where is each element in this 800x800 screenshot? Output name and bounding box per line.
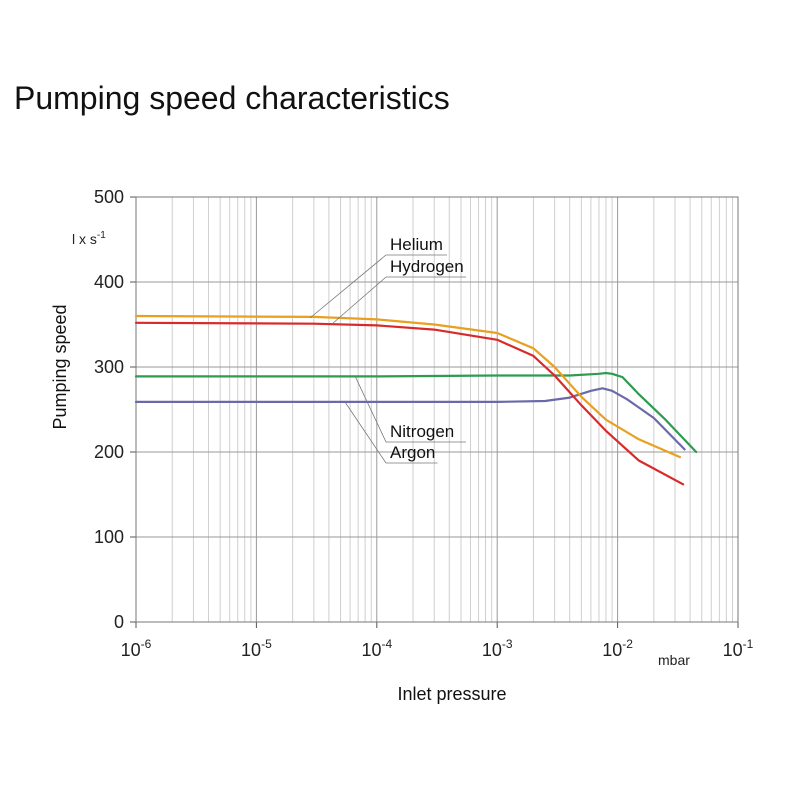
- x-tick-label: 10-5: [241, 637, 272, 660]
- annotation-leader: [354, 375, 387, 443]
- annotation-leader: [331, 276, 387, 325]
- annotation-hydrogen: Hydrogen: [390, 257, 464, 276]
- x-tick-label: 10-3: [482, 637, 513, 660]
- x-tick-label: 10-6: [121, 637, 152, 660]
- series-line-argon: [134, 387, 686, 451]
- series-line-helium: [134, 314, 682, 459]
- plot-frame: [135, 196, 739, 623]
- tick-labels: 10-6 10-5 10-4 10-3 10-2 10-1 0 100 200 300 400 500: [94, 187, 754, 660]
- x-tick-label: 10-1: [723, 637, 754, 660]
- annotation-helium: Helium: [390, 235, 443, 254]
- y-unit-exp: -1: [97, 230, 106, 241]
- y-unit-base: l x s: [72, 231, 97, 247]
- annotation-nitrogen: Nitrogen: [390, 422, 454, 441]
- y-tick-label: 500: [94, 187, 124, 207]
- annotations: Helium Hydrogen Nitrogen Argon: [309, 235, 466, 464]
- x-tick-label: 10-2: [602, 637, 633, 660]
- y-unit-label: l x s-1: [72, 230, 106, 247]
- x-tick-label: 10-4: [361, 637, 392, 660]
- series-line-hydrogen: [134, 321, 685, 486]
- x-unit-label: mbar: [658, 652, 690, 668]
- annotation-leader: [309, 254, 387, 319]
- axes: [130, 196, 739, 628]
- series: [134, 314, 698, 486]
- y-tick-label: 400: [94, 272, 124, 292]
- series-line-nitrogen: [134, 371, 698, 454]
- annotation-leader: [344, 401, 387, 464]
- annotation-argon: Argon: [390, 443, 435, 462]
- y-tick-label: 300: [94, 357, 124, 377]
- grid: [135, 196, 739, 623]
- y-tick-label: 100: [94, 527, 124, 547]
- y-tick-label: 0: [114, 612, 124, 632]
- chart-title: Pumping speed characteristics: [14, 80, 450, 116]
- y-axis-title: Pumping speed: [50, 304, 70, 429]
- y-tick-label: 200: [94, 442, 124, 462]
- x-axis-title: Inlet pressure: [397, 684, 506, 704]
